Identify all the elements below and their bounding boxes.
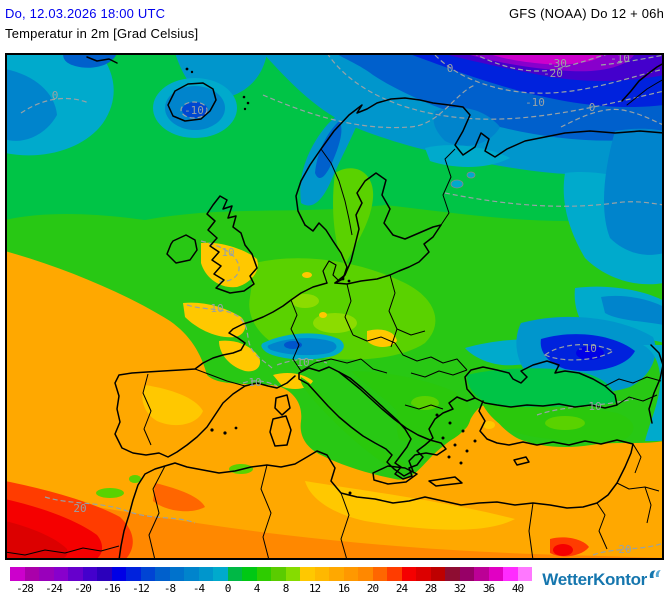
scale-segment <box>401 567 416 581</box>
isotherm-label: 20 <box>618 543 631 556</box>
isotherm-label: -30 <box>547 57 567 70</box>
scale-segment <box>198 567 213 581</box>
scale-tick-label: -28 <box>16 582 34 595</box>
scale-segment <box>82 567 97 581</box>
scale-segment <box>416 567 431 581</box>
scale-tick-label: -24 <box>45 582 63 595</box>
map-canvas: 0 -10 0 -30-20 -10 -10 0 10 10 10 10 -10 10 20 20 <box>5 53 664 560</box>
isotherm-contours <box>20 53 664 556</box>
scale-tick-label: -20 <box>74 582 92 595</box>
scale-tick-label: 4 <box>253 582 261 595</box>
isotherm-label: -10 <box>525 96 545 109</box>
logo-text: WetterKontor <box>542 570 647 589</box>
temperature-color-scale <box>10 567 532 581</box>
scale-tick-label: 32 <box>453 582 466 595</box>
scale-tick-label: -8 <box>163 582 176 595</box>
isotherm-label: -20 <box>543 67 563 80</box>
page-title: Temperatur in 2m [Grad Celsius] <box>5 26 199 41</box>
scale-segment <box>126 567 141 581</box>
isotherm-label: 10 <box>221 246 234 259</box>
scale-tick-label: 20 <box>366 582 379 595</box>
contour-labels: 0 -10 0 -30-20 -10 -10 0 10 10 10 10 -10 10 20 20 <box>52 53 632 556</box>
model-run-text: GFS (NOAA) Do 12 + 06h <box>508 6 664 21</box>
scale-tick-label: 28 <box>424 582 437 595</box>
scale-segment <box>488 567 503 581</box>
scale-segment <box>97 567 112 581</box>
isotherm-label: 20 <box>73 502 86 515</box>
scale-segment <box>242 567 257 581</box>
scale-segment <box>227 567 242 581</box>
isotherm-label: 10 <box>248 376 261 389</box>
scale-segment <box>10 567 25 581</box>
isotherm-label: -10 <box>184 104 204 117</box>
scale-segment <box>343 567 358 581</box>
scale-tick-label: 24 <box>395 582 408 595</box>
scale-tick-label: 16 <box>337 582 350 595</box>
scale-segment <box>68 567 83 581</box>
scale-tick-label: 36 <box>482 582 495 595</box>
map-border <box>5 53 664 560</box>
isotherm-label: 10 <box>588 400 601 413</box>
scale-segment <box>300 567 315 581</box>
scale-segment <box>329 567 344 581</box>
isotherm-label: 10 <box>210 302 223 315</box>
scale-segment <box>517 567 532 581</box>
scale-segment <box>24 567 39 581</box>
scale-segment <box>503 567 518 581</box>
isotherm-label: -10 <box>577 342 597 355</box>
scale-segment <box>256 567 271 581</box>
scale-tick-labels: -28 -24 -20 -16 -12 -8 -4 0 4 8 12 16 20 24 28 32 36 40 <box>10 582 532 596</box>
scale-segment <box>39 567 54 581</box>
scale-tick-label: -16 <box>103 582 121 595</box>
scale-tick-label: 8 <box>282 582 290 595</box>
isotherm-label: -10 <box>610 53 630 65</box>
temperature-field <box>5 53 664 560</box>
scale-segment <box>430 567 445 581</box>
scale-segment <box>271 567 286 581</box>
scale-segment <box>285 567 300 581</box>
scale-segment <box>213 567 228 581</box>
scale-tick-label: -12 <box>132 582 150 595</box>
scale-segment <box>184 567 199 581</box>
scale-segment <box>445 567 460 581</box>
logo-swoosh-icon <box>648 568 661 586</box>
scale-segment <box>314 567 329 581</box>
datetime-text: Do, 12.03.2026 18:00 UTC <box>5 6 166 21</box>
isotherm-label: 10 <box>296 356 309 369</box>
scale-segment <box>140 567 155 581</box>
scale-tick-label: 12 <box>308 582 321 595</box>
wetterkontor-logo[interactable]: WetterKontor <box>542 570 661 590</box>
country-borders <box>5 148 662 560</box>
scale-segment <box>53 567 68 581</box>
scale-segment <box>169 567 184 581</box>
scale-tick-label: -4 <box>192 582 205 595</box>
scale-tick-label: 40 <box>511 582 524 595</box>
isotherm-label: 0 <box>589 101 596 114</box>
isotherm-label: 0 <box>447 62 454 75</box>
scale-segment <box>372 567 387 581</box>
small-islands <box>185 67 477 495</box>
scale-segment <box>358 567 373 581</box>
temperature-map: 0 -10 0 -30 -20 -10 -10 0 10 10 10 10 -10 10 20 20 <box>5 53 664 560</box>
scale-segment <box>459 567 474 581</box>
scale-segment <box>111 567 126 581</box>
scale-segment <box>155 567 170 581</box>
scale-segment <box>387 567 402 581</box>
scale-segment <box>474 567 489 581</box>
scale-tick-label: 0 <box>224 582 232 595</box>
isotherm-label: 0 <box>52 89 59 102</box>
coastlines <box>86 56 664 560</box>
